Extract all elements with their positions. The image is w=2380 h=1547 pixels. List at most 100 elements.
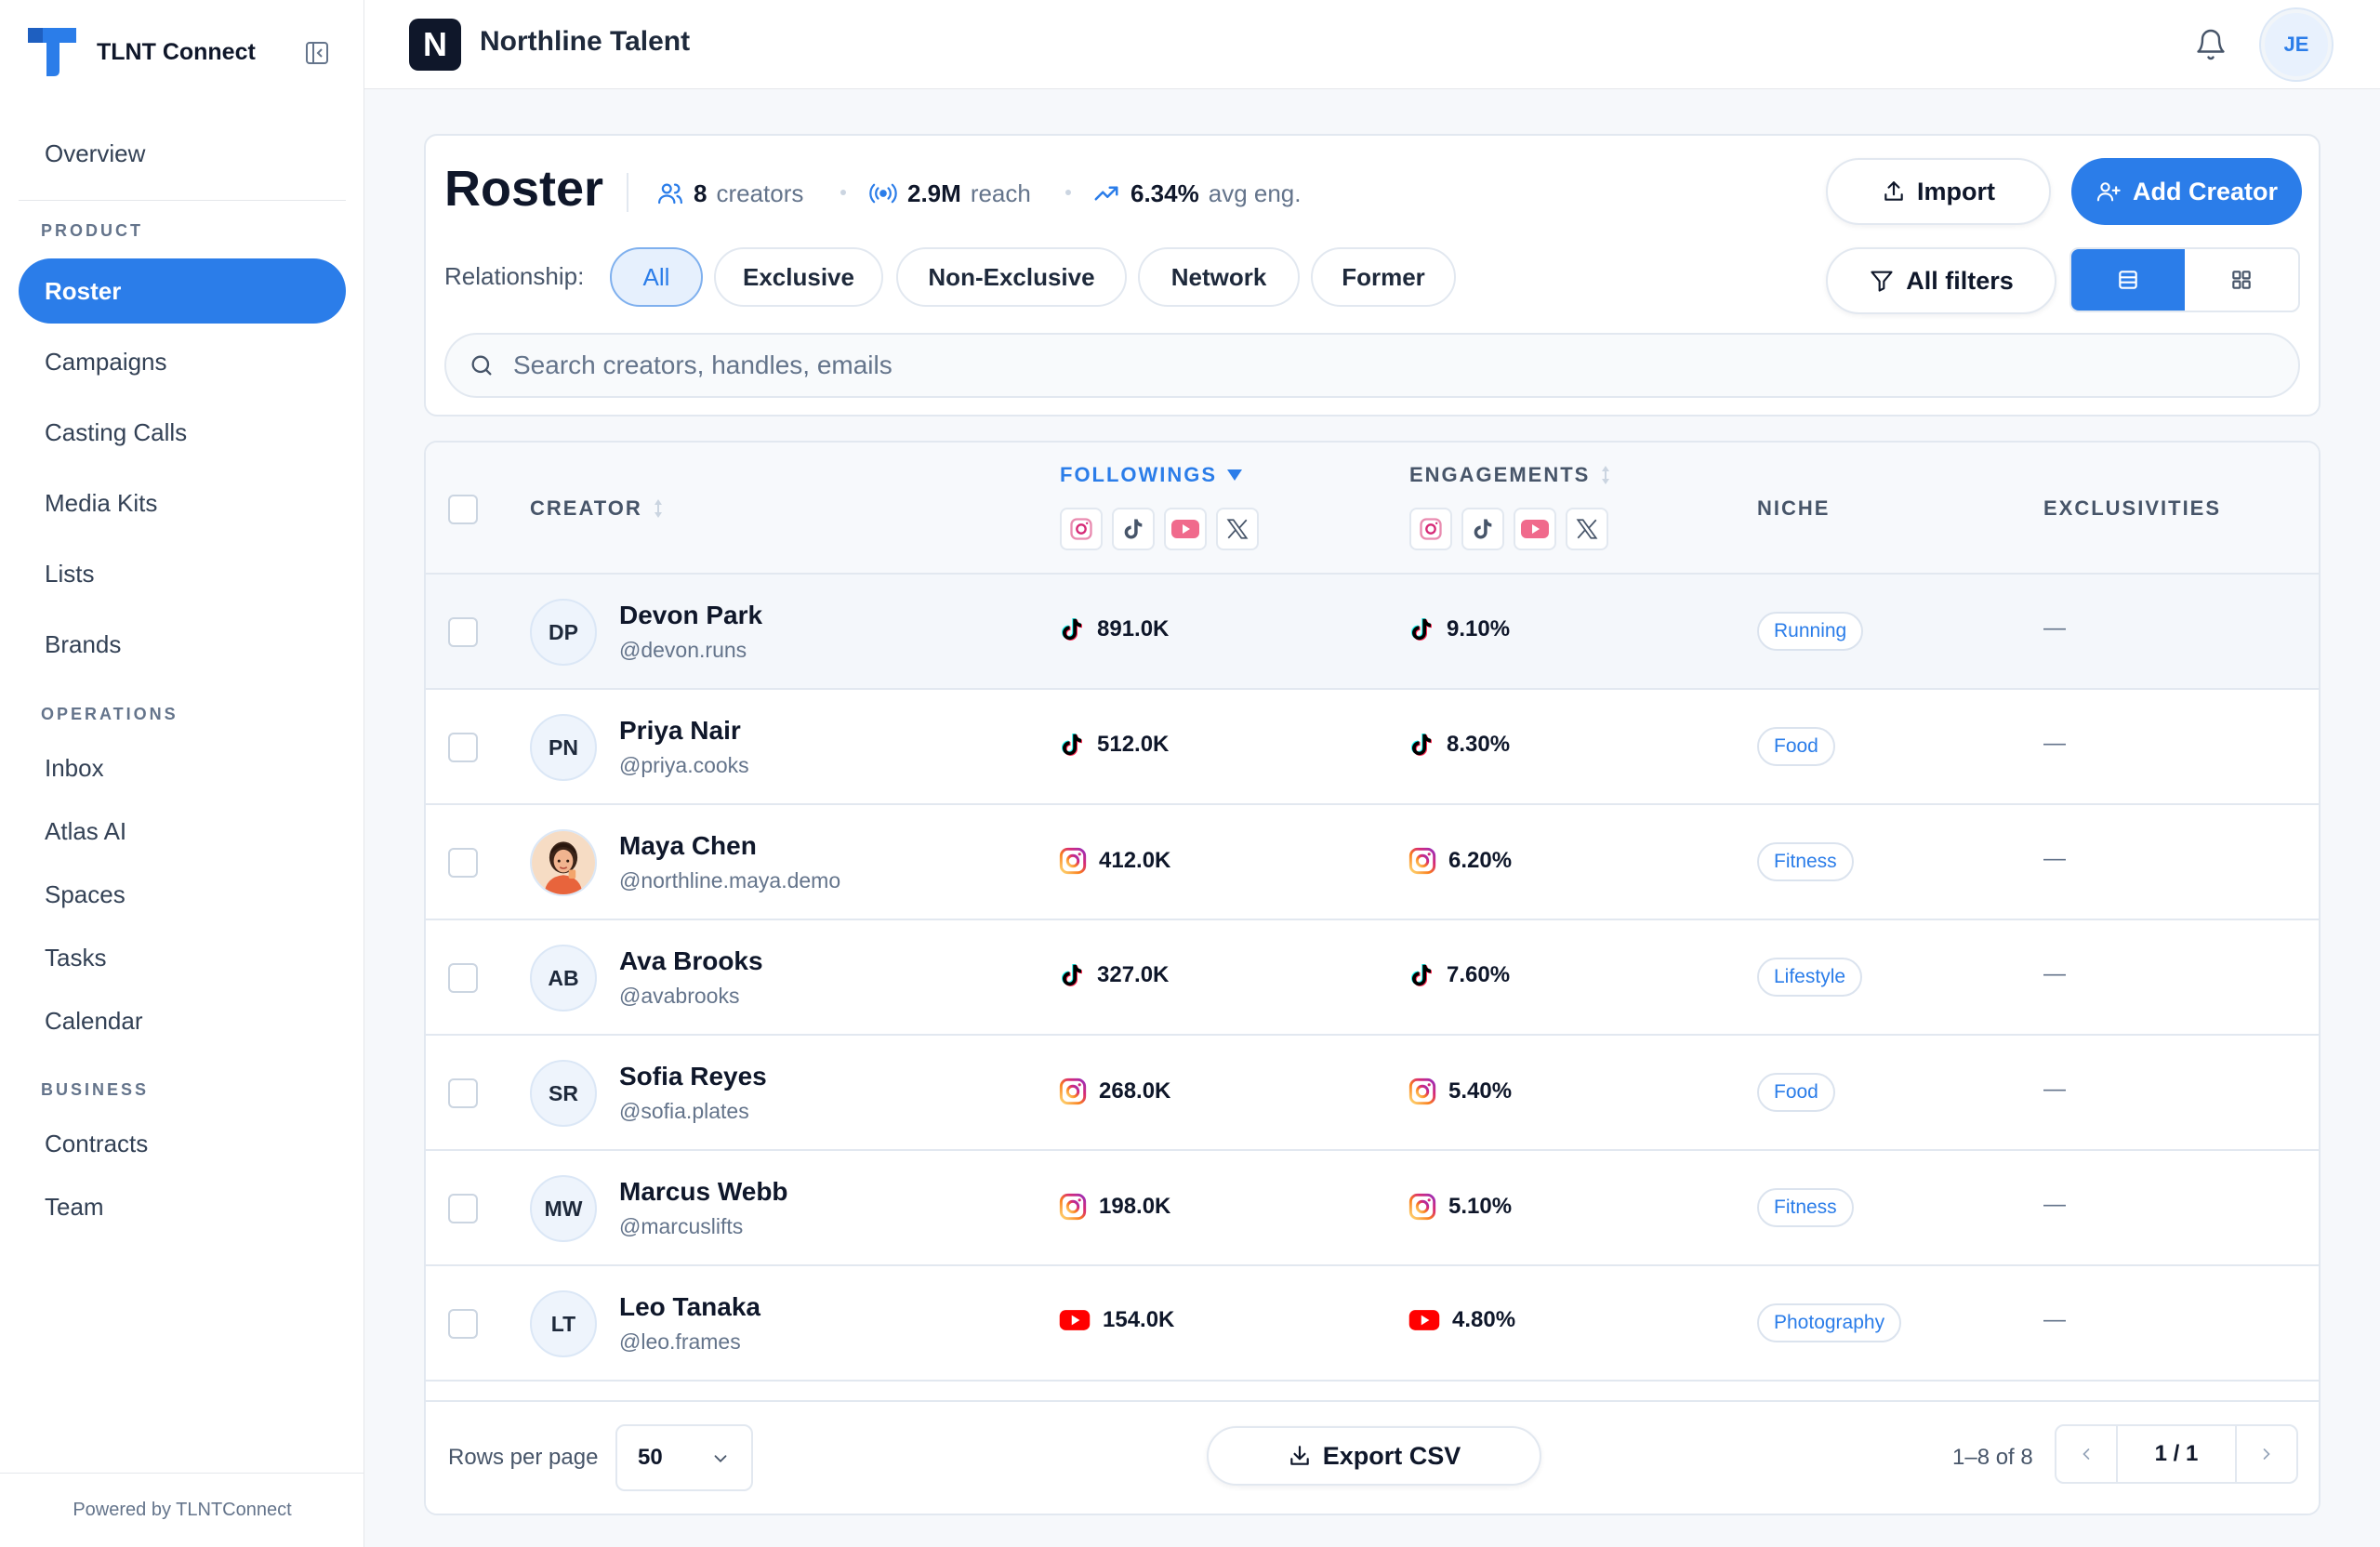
followings-cell: 327.0K	[1058, 961, 1169, 989]
select-all-checkbox[interactable]	[448, 495, 478, 524]
niche-badge: Fitness	[1757, 842, 1854, 881]
export-csv-button[interactable]: Export CSV	[1207, 1426, 1541, 1486]
creator-name[interactable]: Leo Tanaka	[619, 1292, 760, 1321]
col-creator[interactable]: CREATOR	[530, 496, 665, 521]
creator-name[interactable]: Marcus Webb	[619, 1177, 788, 1206]
table-row[interactable]: Maya Chen @northline.maya.demo 412.0K 6.20%…	[426, 805, 2319, 920]
filter-youtube[interactable]	[1164, 508, 1207, 550]
brand[interactable]: TLNT Connect	[26, 26, 342, 78]
search-input[interactable]	[513, 350, 2187, 380]
chevron-down-icon	[710, 1448, 731, 1469]
instagram-icon	[1418, 516, 1444, 542]
followings-cell: 891.0K	[1058, 615, 1169, 643]
filter-x[interactable]	[1566, 508, 1608, 550]
chip-non-exclusive[interactable]: Non-Exclusive	[896, 247, 1127, 307]
engagement-cell: 5.10%	[1408, 1192, 1512, 1222]
row-checkbox[interactable]	[448, 848, 478, 878]
filter-tiktok[interactable]	[1461, 508, 1504, 550]
next-page-button[interactable]	[2237, 1426, 2296, 1482]
creator-handle: @marcuslifts	[619, 1214, 744, 1238]
rows-per-page-select[interactable]: 50	[615, 1424, 753, 1491]
user-avatar[interactable]: JE	[2261, 9, 2332, 80]
brand-name: TLNT Connect	[97, 38, 256, 65]
creator-name[interactable]: Devon Park	[619, 601, 763, 629]
table-row[interactable]: MW Marcus Webb @marcuslifts 198.0K 5.10% Fitn…	[426, 1151, 2319, 1266]
chip-exclusive[interactable]: Exclusive	[714, 247, 883, 307]
tiktok-icon	[1058, 615, 1086, 643]
sidebar-item-roster[interactable]: Roster	[19, 258, 346, 324]
sidebar-item-atlas-ai[interactable]: Atlas AI	[45, 816, 127, 845]
roster-table: CREATOR FOLLOWINGS ENGAGEMENTS	[424, 441, 2320, 1515]
instagram-icon	[1058, 1192, 1088, 1222]
add-creator-button[interactable]: Add Creator	[2071, 158, 2302, 225]
sidebar-item-overview[interactable]: Overview	[45, 139, 146, 167]
sidebar-item-media-kits[interactable]: Media Kits	[45, 488, 158, 517]
creator-name[interactable]: Sofia Reyes	[619, 1062, 767, 1091]
filter-youtube[interactable]	[1514, 508, 1556, 550]
filter-instagram[interactable]	[1409, 508, 1452, 550]
creator-name[interactable]: Ava Brooks	[619, 946, 763, 975]
filter-x[interactable]	[1216, 508, 1259, 550]
col-followings[interactable]: FOLLOWINGS	[1060, 463, 1243, 487]
sidebar-item-lists[interactable]: Lists	[45, 559, 95, 588]
creator-name[interactable]: Priya Nair	[619, 716, 741, 745]
followings-value: 268.0K	[1099, 1078, 1171, 1104]
sidebar-item-inbox[interactable]: Inbox	[45, 753, 104, 782]
chip-former[interactable]: Former	[1311, 247, 1456, 307]
niche-badge: Food	[1757, 1073, 1835, 1112]
row-checkbox[interactable]	[448, 1078, 478, 1108]
niche-badge: Food	[1757, 727, 1835, 766]
table-row[interactable]: AB Ava Brooks @avabrooks 327.0K 7.60% Lifesty…	[426, 920, 2319, 1036]
chevron-right-icon	[2257, 1445, 2276, 1463]
sidebar-item-team[interactable]: Team	[45, 1192, 104, 1221]
bell-icon[interactable]	[2194, 28, 2228, 61]
filter-instagram[interactable]	[1060, 508, 1103, 550]
tiktok-icon	[1470, 516, 1496, 542]
table-header: CREATOR FOLLOWINGS ENGAGEMENTS	[426, 443, 2319, 575]
sidebar-item-campaigns[interactable]: Campaigns	[45, 347, 167, 376]
import-button[interactable]: Import	[1826, 158, 2051, 225]
row-checkbox[interactable]	[448, 617, 478, 647]
filter-tiktok[interactable]	[1112, 508, 1155, 550]
sort-icon	[1599, 464, 1612, 486]
sidebar-item-calendar[interactable]: Calendar	[45, 1006, 143, 1035]
org-logo: N	[409, 19, 461, 71]
sidebar-item-tasks[interactable]: Tasks	[45, 943, 107, 972]
row-checkbox[interactable]	[448, 963, 478, 993]
stat-engagement: 6.34% avg eng.	[1091, 175, 1301, 212]
col-engagements[interactable]: ENGAGEMENTS	[1409, 463, 1612, 487]
x-icon	[1575, 517, 1599, 541]
collapse-sidebar-icon[interactable]	[303, 39, 331, 67]
creators-count: 8	[694, 178, 707, 207]
row-checkbox[interactable]	[448, 733, 478, 762]
table-row[interactable]: PN Priya Nair @priya.cooks 512.0K 8.30% Food —	[426, 690, 2319, 805]
exclusivity-value: —	[2043, 1077, 2066, 1102]
powered-by: Powered by TLNTConnect	[0, 1473, 364, 1547]
creator-handle: @sofia.plates	[619, 1099, 749, 1123]
sidebar-item-casting-calls[interactable]: Casting Calls	[45, 417, 188, 446]
view-toggle	[2069, 247, 2300, 312]
sidebar-item-contracts[interactable]: Contracts	[45, 1129, 149, 1157]
list-view-button[interactable]	[2071, 249, 2185, 311]
stat-dot	[1065, 190, 1071, 195]
nav-section-business: BUSINESS	[41, 1080, 150, 1099]
grid-view-button[interactable]	[2185, 249, 2298, 311]
sidebar-item-brands[interactable]: Brands	[45, 629, 122, 658]
title-separator	[627, 173, 628, 212]
sort-desc-icon	[1226, 468, 1243, 483]
search-icon	[469, 352, 495, 378]
chip-all[interactable]: All	[610, 247, 703, 307]
row-checkbox[interactable]	[448, 1309, 478, 1339]
table-row[interactable]: LT Leo Tanaka @leo.frames 154.0K 4.80% Photog…	[426, 1266, 2319, 1382]
prev-page-button[interactable]	[2056, 1426, 2116, 1482]
nav-divider	[19, 200, 346, 201]
page-title: Roster	[444, 161, 604, 217]
creator-name[interactable]: Maya Chen	[619, 831, 757, 860]
table-row[interactable]: SR Sofia Reyes @sofia.plates 268.0K 5.40% Foo…	[426, 1036, 2319, 1151]
table-row[interactable]: DP Devon Park @devon.runs 891.0K 9.10% Runnin…	[426, 575, 2319, 690]
sidebar-item-spaces[interactable]: Spaces	[45, 879, 126, 908]
chip-network[interactable]: Network	[1138, 247, 1300, 307]
row-checkbox[interactable]	[448, 1194, 478, 1223]
reach-label: reach	[970, 178, 1031, 207]
all-filters-button[interactable]: All filters	[1826, 247, 2056, 314]
